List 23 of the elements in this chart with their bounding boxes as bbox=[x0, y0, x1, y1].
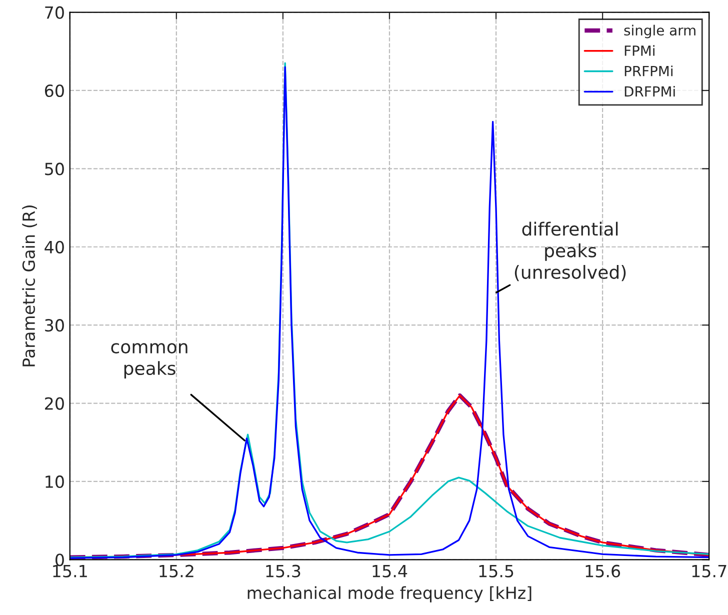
x-tick-label: 15.4 bbox=[372, 565, 408, 578]
y-tick-label: 40 bbox=[44, 240, 64, 254]
x-tick-label: 15.7 bbox=[692, 565, 726, 578]
x-tick-label: 15.2 bbox=[160, 564, 194, 578]
annotation: differential peaks (unresolved) bbox=[514, 222, 626, 282]
y-tick-label: 30 bbox=[45, 319, 64, 332]
y-axis-title: Parametric Gain (R) bbox=[22, 206, 37, 366]
y-tick-label: 60 bbox=[44, 84, 64, 98]
legend-label: single arm bbox=[624, 24, 696, 38]
y-tick-label: 20 bbox=[45, 397, 64, 410]
annotation: common peaks bbox=[111, 343, 188, 379]
y-tick-label: 70 bbox=[45, 6, 64, 19]
legend-label: FPMi bbox=[624, 45, 654, 56]
x-axis-title: mechanical mode frequency [kHz] bbox=[248, 586, 532, 602]
x-tick-label: 15.6 bbox=[586, 564, 620, 578]
y-tick-label: 0 bbox=[56, 554, 64, 566]
x-tick-label: 15.1 bbox=[53, 565, 87, 578]
x-tick-label: 15.3 bbox=[266, 564, 300, 578]
y-tick-label: 50 bbox=[45, 162, 64, 176]
legend-label: PRFPMi bbox=[624, 66, 672, 76]
y-tick-label: 10 bbox=[46, 475, 64, 488]
legend-label: DRFPMi bbox=[624, 86, 675, 97]
x-tick-label: 15.5 bbox=[479, 565, 514, 578]
